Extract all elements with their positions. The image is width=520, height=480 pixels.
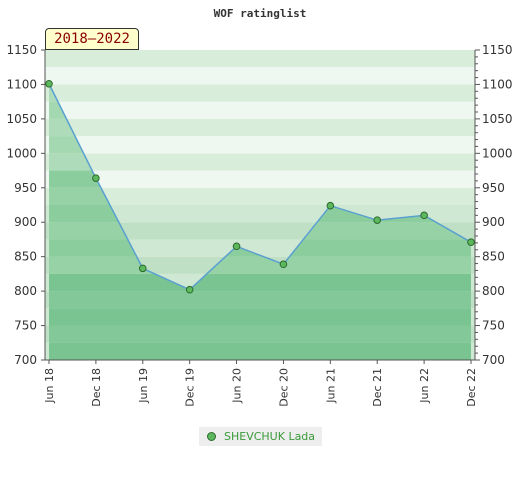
area-band	[49, 325, 471, 343]
data-point	[45, 79, 53, 88]
y-tick-label: 750	[14, 319, 37, 333]
y-tick-label: 1100	[6, 77, 37, 91]
y-tick-label-right: 1050	[482, 112, 513, 126]
x-tick-label: Dec 20	[277, 368, 290, 407]
y-tick-label-right: 1150	[482, 43, 513, 57]
legend-marker-icon	[207, 432, 216, 441]
grid-band	[45, 153, 475, 171]
area-band	[49, 308, 471, 326]
x-tick-label: Jun 20	[231, 368, 244, 404]
area-band	[49, 291, 471, 309]
data-point	[467, 238, 475, 246]
legend[interactable]: SHEVCHUK Lada	[199, 427, 323, 446]
x-tick-label: Dec 19	[184, 368, 197, 407]
chart-title: WOF ratinglist	[214, 7, 307, 20]
y-tick-label: 1050	[6, 112, 37, 126]
y-tick-label: 900	[14, 215, 37, 229]
x-tick-label: Dec 21	[371, 368, 384, 407]
y-axis-right-ticks: 700 750 800 850 900 950 1000 1050 1100 1150	[475, 43, 513, 367]
grid-band	[45, 50, 475, 68]
data-point	[232, 242, 241, 251]
x-tick-label: Jun 22	[418, 368, 431, 404]
y-tick-label-right: 1100	[482, 77, 513, 91]
y-tick-label-right: 800	[482, 284, 505, 298]
y-tick-label: 700	[14, 353, 37, 367]
data-point	[92, 174, 100, 182]
data-point	[420, 211, 428, 220]
grid-band	[45, 67, 475, 85]
grid-band	[45, 84, 475, 102]
grid-band	[45, 136, 475, 154]
grid-band	[45, 118, 475, 137]
area-band	[49, 256, 471, 274]
data-point	[138, 264, 147, 273]
series-polyline	[48, 83, 472, 291]
y-axis-left-ticks: 700 750 800 850 900 950 1000 1050 1100 1150	[6, 43, 45, 367]
y-tick-label-right: 900	[482, 215, 505, 229]
x-axis-ticks: Jun 18 Dec 18 Jun 19 Dec 19 Jun 20 Dec 20 Jun …	[43, 360, 478, 407]
y-tick-label-right: 750	[482, 319, 505, 333]
x-tick-label: Jun 21	[324, 368, 337, 404]
y-tick-label: 1150	[6, 43, 37, 57]
x-tick-label: Jun 19	[137, 368, 150, 404]
x-tick-label: Jun 18	[43, 368, 56, 404]
y-tick-label: 950	[14, 181, 37, 195]
area-band	[49, 273, 471, 292]
y-tick-label-right: 700	[482, 353, 505, 367]
y-tick-label-right: 850	[482, 250, 505, 264]
y-tick-label: 850	[14, 250, 37, 264]
area-band	[49, 342, 471, 360]
data-point	[326, 201, 335, 210]
grid-band	[45, 187, 475, 205]
data-point	[279, 260, 288, 269]
y-tick-label: 1000	[6, 146, 37, 160]
axes	[44, 50, 476, 361]
series-line	[45, 79, 475, 294]
data-point	[185, 285, 194, 294]
y-tick-label: 800	[14, 284, 37, 298]
y-tick-label-right: 950	[482, 181, 505, 195]
grid-band	[45, 170, 475, 188]
legend-label: SHEVCHUK Lada	[224, 430, 316, 443]
data-point	[373, 216, 382, 224]
x-tick-label: Dec 18	[90, 368, 103, 407]
grid-band	[45, 101, 475, 119]
x-tick-label: Dec 22	[465, 368, 478, 407]
period-label: 2018–2022	[45, 28, 139, 50]
y-tick-label-right: 1000	[482, 146, 513, 160]
